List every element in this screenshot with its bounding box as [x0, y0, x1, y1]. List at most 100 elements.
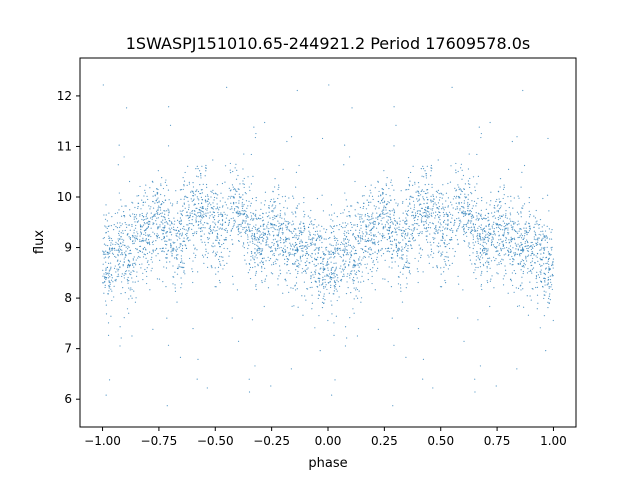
data-point: [436, 245, 438, 247]
data-point: [384, 226, 386, 228]
data-point: [322, 268, 324, 270]
data-point: [498, 262, 500, 264]
data-point: [386, 229, 388, 231]
data-point: [450, 201, 452, 203]
data-point: [464, 212, 467, 214]
data-point: [498, 234, 500, 236]
data-point: [115, 271, 117, 273]
data-point: [209, 230, 212, 232]
data-point: [115, 278, 117, 281]
data-point: [266, 225, 268, 227]
data-point: [353, 270, 355, 272]
data-point: [300, 231, 302, 234]
data-point: [294, 244, 297, 246]
data-point: [542, 230, 544, 232]
data-point: [520, 244, 522, 246]
data-point: [456, 229, 458, 231]
data-point: [484, 247, 486, 249]
data-point: [124, 229, 126, 232]
data-point: [372, 260, 375, 262]
data-point: [514, 229, 516, 232]
data-point: [171, 248, 173, 250]
data-point: [430, 208, 432, 210]
data-point: [442, 203, 444, 205]
data-point: [285, 236, 287, 238]
data-point: [216, 229, 218, 232]
data-point: [526, 245, 528, 247]
data-point: [319, 291, 322, 293]
data-point: [179, 210, 181, 212]
data-point: [386, 239, 388, 241]
data-point: [490, 278, 492, 280]
data-point: [279, 210, 282, 212]
data-point: [487, 216, 489, 218]
data-point: [366, 233, 368, 235]
data-point: [303, 201, 305, 204]
data-point: [539, 259, 542, 261]
data-point: [434, 237, 436, 239]
data-point: [531, 272, 533, 274]
data-point: [549, 268, 551, 270]
data-point: [469, 183, 471, 185]
data-point: [503, 186, 505, 188]
data-point: [394, 229, 397, 231]
data-point: [498, 239, 500, 241]
data-point: [203, 222, 206, 224]
data-point: [377, 231, 379, 233]
data-point: [208, 232, 210, 234]
data-point: [332, 220, 334, 222]
data-point: [552, 258, 555, 260]
data-point: [391, 230, 394, 233]
data-point: [243, 183, 245, 185]
data-point: [231, 243, 234, 245]
data-point: [448, 247, 451, 250]
data-point: [410, 171, 412, 174]
data-point: [139, 263, 141, 266]
data-point: [134, 240, 136, 242]
data-point: [191, 200, 193, 202]
data-point: [198, 227, 200, 229]
data-point: [480, 228, 482, 230]
data-point: [113, 223, 115, 226]
data-point: [380, 194, 382, 196]
data-point: [441, 229, 443, 232]
data-point: [321, 301, 324, 303]
data-point: [360, 281, 362, 283]
data-point: [322, 263, 324, 265]
data-point: [228, 195, 230, 198]
data-point: [313, 276, 315, 278]
data-point: [251, 227, 253, 229]
data-point: [102, 275, 104, 277]
data-point: [233, 223, 235, 225]
data-point: [406, 220, 408, 222]
data-point: [282, 292, 284, 294]
data-point: [274, 247, 276, 249]
data-point: [134, 235, 136, 237]
data-point: [211, 207, 213, 209]
data-point: [128, 253, 130, 255]
data-point: [547, 271, 550, 273]
data-point: [269, 217, 271, 219]
data-point: [274, 186, 276, 188]
data-point: [516, 136, 518, 138]
data-point: [444, 260, 446, 263]
data-point: [447, 260, 450, 262]
data-point: [157, 217, 160, 219]
data-point: [406, 266, 408, 268]
data-point: [408, 188, 410, 191]
data-point: [149, 187, 151, 189]
data-point: [104, 284, 106, 286]
data-point: [543, 235, 545, 237]
data-point: [259, 262, 261, 264]
data-point: [335, 288, 337, 290]
data-point: [264, 200, 266, 202]
data-point: [499, 224, 501, 226]
data-point: [304, 254, 307, 257]
data-point: [473, 272, 475, 274]
data-point: [413, 206, 416, 208]
data-point: [491, 275, 493, 277]
data-point: [528, 230, 531, 232]
data-point: [436, 207, 438, 209]
data-point: [399, 241, 401, 244]
data-point: [408, 184, 410, 186]
